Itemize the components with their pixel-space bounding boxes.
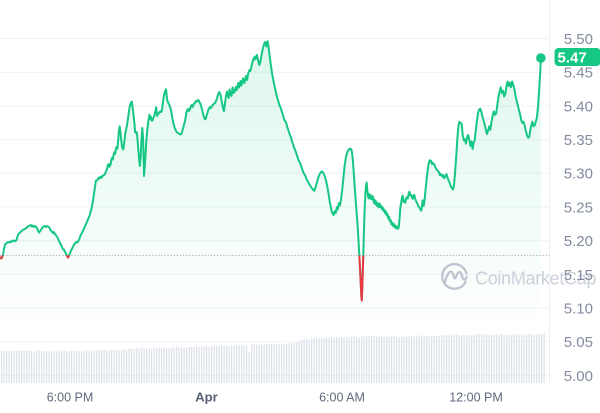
svg-text:5.25: 5.25 xyxy=(564,199,593,216)
svg-text:5.45: 5.45 xyxy=(564,65,593,82)
svg-text:5.20: 5.20 xyxy=(564,233,593,250)
svg-text:5.35: 5.35 xyxy=(564,132,593,149)
svg-text:5.47: 5.47 xyxy=(558,50,587,67)
svg-text:5.05: 5.05 xyxy=(564,334,593,351)
svg-text:5.15: 5.15 xyxy=(564,267,593,284)
svg-text:5.00: 5.00 xyxy=(564,368,593,385)
svg-text:6:00 AM: 6:00 AM xyxy=(319,391,365,405)
svg-text:6:00 PM: 6:00 PM xyxy=(47,391,94,405)
svg-text:5.40: 5.40 xyxy=(564,98,593,115)
svg-text:CoinMarketCap: CoinMarketCap xyxy=(475,269,596,289)
svg-text:5.10: 5.10 xyxy=(564,301,593,318)
svg-text:Apr: Apr xyxy=(195,390,217,405)
svg-text:5.50: 5.50 xyxy=(564,31,593,48)
svg-text:12:00 PM: 12:00 PM xyxy=(449,391,503,405)
svg-text:5.30: 5.30 xyxy=(564,166,593,183)
